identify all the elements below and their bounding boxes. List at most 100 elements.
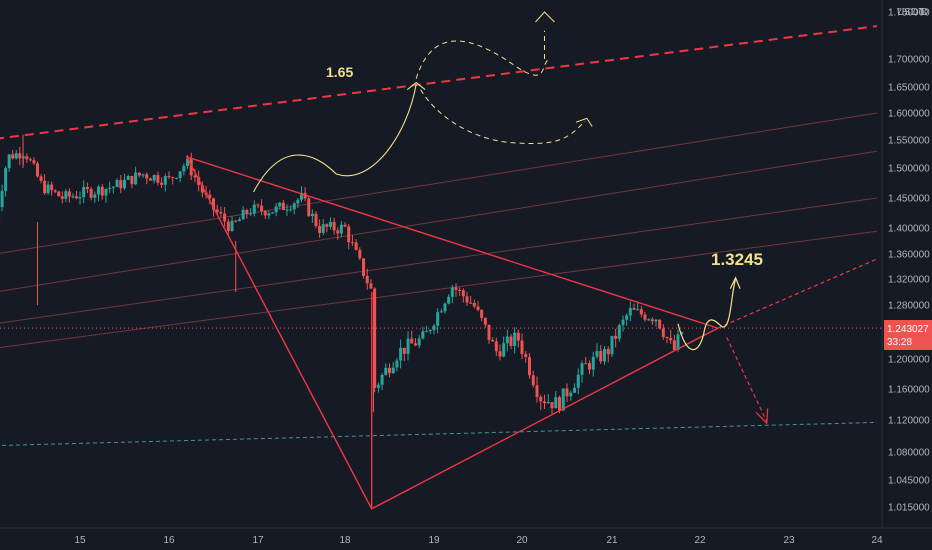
- triangle-projection: [717, 258, 878, 329]
- candle-body: [428, 330, 432, 332]
- candle-body: [516, 332, 520, 341]
- candle-body: [639, 309, 643, 315]
- y-tick-label: 1.360000: [888, 250, 930, 261]
- candle-body: [249, 213, 253, 215]
- candle-body: [465, 296, 469, 303]
- candle-body: [365, 275, 369, 284]
- candle-body: [89, 189, 93, 198]
- candle-body: [267, 213, 271, 216]
- candle-body: [260, 205, 264, 212]
- candle-body: [314, 213, 318, 226]
- candle-body: [215, 209, 219, 213]
- candle-body: [599, 351, 603, 362]
- candle-body: [625, 315, 629, 320]
- candle-body: [325, 224, 329, 227]
- time-axis[interactable]: 15 16 17 18 19 20 21 22 23 24: [0, 527, 932, 546]
- candle-body: [636, 309, 640, 311]
- candle-body: [458, 289, 462, 291]
- candle-body: [237, 219, 241, 222]
- candle-body: [603, 348, 606, 362]
- candle-body: [388, 367, 391, 374]
- channel-line: [0, 197, 878, 324]
- candle-body: [469, 302, 473, 304]
- candle-body: [321, 224, 325, 233]
- channel-lines: [0, 112, 878, 348]
- candle-body: [0, 190, 4, 208]
- countdown-timer: 33:28: [887, 337, 912, 348]
- x-tick-label: 17: [252, 535, 264, 546]
- candle-body: [134, 172, 138, 185]
- candle-body: [373, 288, 377, 388]
- candle-body: [487, 324, 491, 340]
- y-tick-label: 1.160000: [888, 385, 930, 396]
- candle-body: [93, 194, 97, 198]
- candle-body: [25, 156, 29, 160]
- candle-body: [148, 178, 152, 181]
- candle-body: [491, 339, 495, 342]
- y-tick-label: 1.045000: [888, 476, 930, 487]
- bullish-squiggle: [677, 278, 737, 351]
- candle-body: [141, 174, 145, 176]
- candle-body: [71, 196, 75, 198]
- candle-body: [443, 303, 447, 312]
- candle-body: [502, 343, 506, 357]
- candle-body: [509, 336, 513, 346]
- current-price-value: 1.243027: [887, 324, 929, 335]
- candle-body: [223, 213, 227, 222]
- candle-body: [606, 348, 610, 355]
- candle-body: [680, 332, 684, 335]
- candle-body: [36, 163, 39, 177]
- candle-body: [108, 187, 112, 189]
- candle-body: [60, 196, 64, 199]
- candle-body: [97, 186, 101, 195]
- candle-body: [421, 331, 425, 339]
- candle-body: [480, 309, 484, 318]
- candle-body: [57, 191, 61, 197]
- candle-body: [245, 209, 249, 214]
- candle-body: [524, 354, 528, 358]
- candle-body: [182, 165, 186, 172]
- candle-body: [520, 340, 524, 355]
- candle-body: [483, 317, 487, 325]
- candle-body: [362, 258, 366, 276]
- candle-body: [350, 242, 354, 244]
- candle-body: [50, 184, 54, 191]
- candle-body: [573, 387, 576, 393]
- candle-body: [193, 175, 197, 178]
- candle-body: [343, 224, 347, 227]
- y-tick-label: 1.400000: [888, 224, 930, 235]
- candle-body: [310, 213, 314, 216]
- candle-body: [119, 180, 123, 189]
- channel-line: [0, 150, 878, 292]
- candle-body: [123, 179, 126, 189]
- scenario-up-path: [415, 40, 550, 79]
- candle-body: [241, 209, 245, 220]
- price-axis[interactable]: 1.750000 1.700000 1.650000 1.600000 1.550000…: [881, 0, 930, 528]
- candle-body: [546, 402, 550, 404]
- symmetrical-triangle: [185, 155, 720, 510]
- candle-body: [152, 175, 156, 181]
- candle-body: [263, 211, 267, 216]
- candle-body: [402, 347, 406, 354]
- candle-body: [189, 158, 193, 176]
- y-tick-label: 1.600000: [888, 109, 930, 120]
- y-tick-label: 1.280000: [888, 301, 930, 312]
- x-tick-label: 20: [516, 535, 528, 546]
- candle-body: [274, 206, 278, 213]
- candle-body: [278, 202, 282, 207]
- channel-line: [0, 230, 878, 348]
- candle-body: [621, 319, 625, 326]
- candle-body: [380, 374, 384, 385]
- bearish-path: [726, 336, 768, 422]
- candle-body: [376, 384, 380, 388]
- y-tick-label: 1.750000: [888, 8, 930, 19]
- settings-d-icon[interactable]: D: [921, 7, 928, 18]
- candle-body: [461, 290, 465, 297]
- candle-body: [628, 307, 632, 316]
- candle-body: [281, 202, 285, 210]
- candle-body: [4, 168, 8, 191]
- candle-body: [285, 209, 289, 211]
- scenario-retest-path: [420, 89, 586, 144]
